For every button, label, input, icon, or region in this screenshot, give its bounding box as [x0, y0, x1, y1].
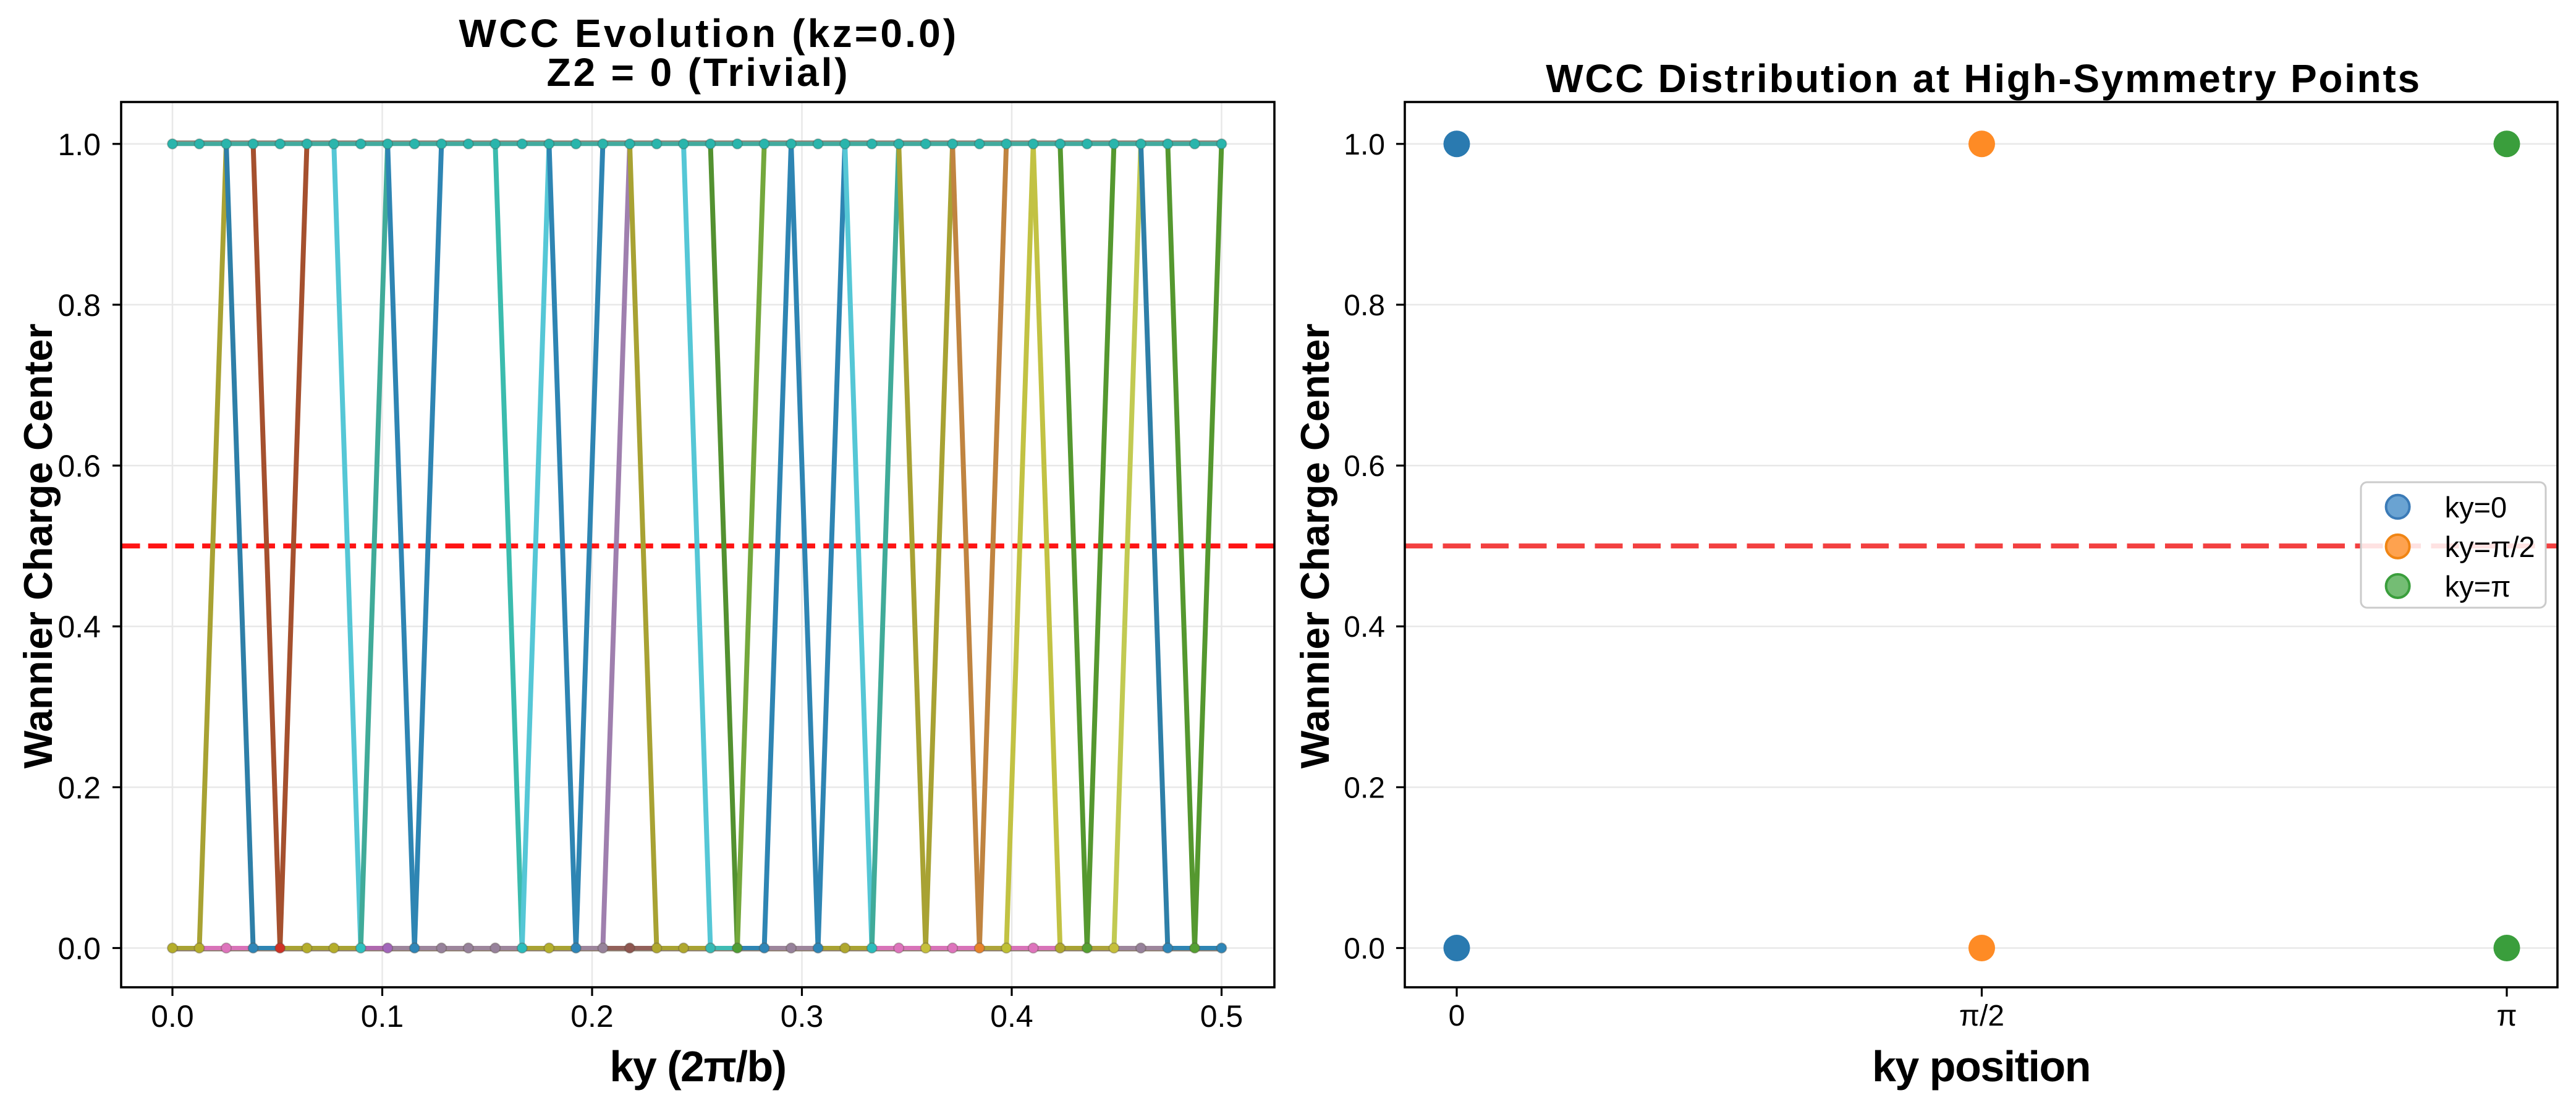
- svg-text:0.8: 0.8: [1344, 289, 1385, 322]
- svg-text:0.4: 0.4: [1344, 611, 1385, 644]
- svg-text:ky (2π/b): ky (2π/b): [609, 1042, 786, 1091]
- svg-text:WCC Evolution (kz=0.0): WCC Evolution (kz=0.0): [459, 11, 959, 56]
- svg-text:ky position: ky position: [1872, 1042, 2090, 1091]
- svg-text:0.2: 0.2: [1344, 772, 1385, 804]
- svg-text:π: π: [2496, 1000, 2517, 1032]
- svg-text:0.0: 0.0: [151, 999, 194, 1034]
- svg-text:Z2 = 0 (Trivial): Z2 = 0 (Trivial): [546, 50, 850, 95]
- svg-text:1.0: 1.0: [1344, 129, 1385, 161]
- svg-text:0.2: 0.2: [570, 999, 614, 1034]
- svg-text:ky=π: ky=π: [2445, 570, 2511, 603]
- svg-text:0.5: 0.5: [1200, 999, 1244, 1034]
- svg-text:0.8: 0.8: [57, 288, 101, 323]
- svg-text:ky=0: ky=0: [2445, 491, 2507, 524]
- svg-text:0.4: 0.4: [57, 610, 101, 644]
- svg-text:0.4: 0.4: [990, 999, 1033, 1034]
- svg-text:1.0: 1.0: [57, 127, 101, 162]
- svg-text:0.6: 0.6: [57, 449, 101, 483]
- svg-text:0.0: 0.0: [1344, 933, 1385, 966]
- svg-text:0.0: 0.0: [57, 932, 101, 966]
- svg-text:ky=π/2: ky=π/2: [2445, 530, 2535, 563]
- svg-text:0.2: 0.2: [57, 770, 101, 805]
- svg-text:0: 0: [1449, 1000, 1465, 1032]
- svg-text:0.1: 0.1: [361, 999, 404, 1034]
- svg-text:WCC Distribution at High-Symme: WCC Distribution at High-Symmetry Points: [1546, 56, 2421, 101]
- svg-text:0.6: 0.6: [1344, 450, 1385, 483]
- svg-text:π/2: π/2: [1959, 1000, 2004, 1032]
- svg-text:Wannier Charge Center: Wannier Charge Center: [15, 323, 61, 768]
- svg-text:Wannier Charge Center: Wannier Charge Center: [1292, 323, 1337, 768]
- svg-text:0.3: 0.3: [781, 999, 824, 1034]
